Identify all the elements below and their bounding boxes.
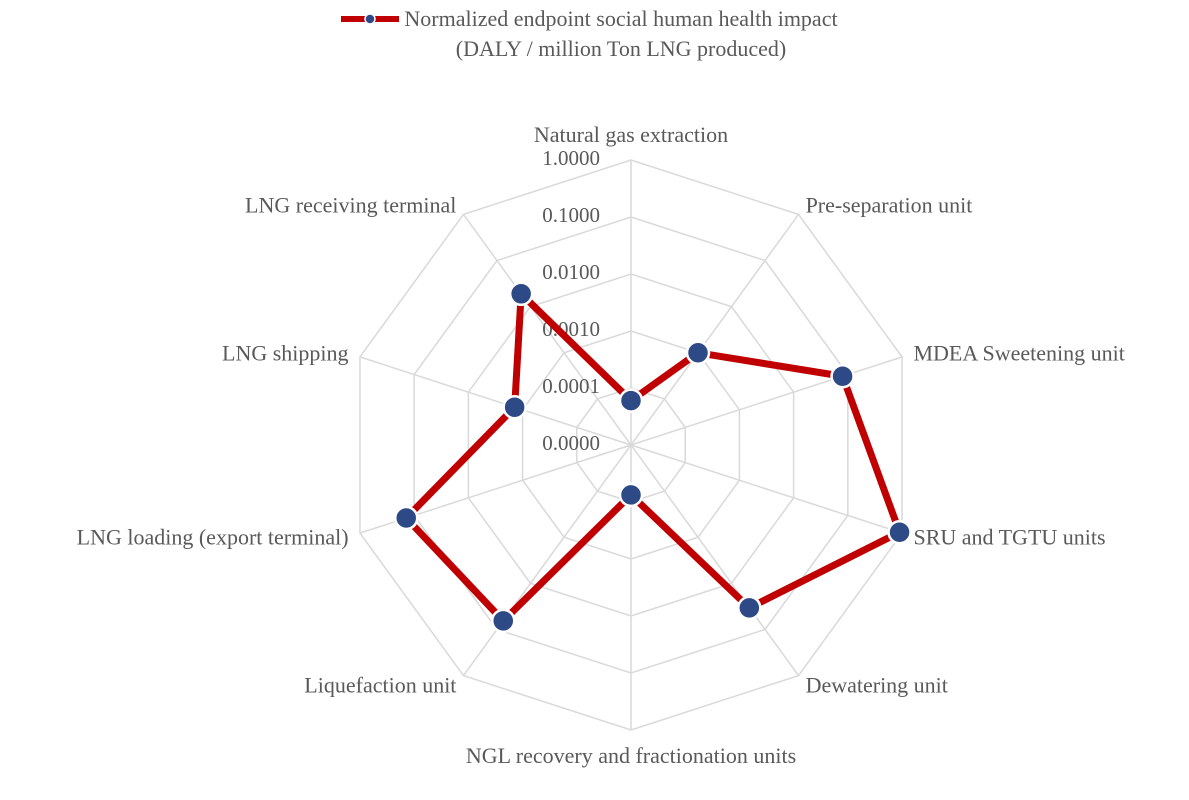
spoke [630, 444, 903, 534]
tick-label: 0.0001 [542, 374, 600, 398]
data-point [887, 520, 912, 545]
tick-label: 0.1000 [542, 203, 600, 227]
data-point [393, 505, 419, 531]
category-label: LNG receiving terminal [245, 192, 457, 218]
spoke [462, 213, 632, 446]
category-label: Dewatering unit [805, 672, 948, 698]
spoke [630, 444, 800, 677]
spoke [462, 444, 632, 677]
data-point [502, 394, 527, 420]
data-point [685, 340, 711, 366]
category-label: LNG shipping [222, 340, 349, 366]
category-label: Pre-separation unit [805, 192, 973, 218]
legend: Normalized endpoint social human health … [330, 4, 850, 64]
legend-swatch [341, 13, 399, 25]
data-point [618, 482, 644, 508]
spoke [630, 356, 903, 446]
data-point [618, 388, 644, 413]
data-point [491, 608, 516, 634]
category-label: Natural gas extraction [533, 122, 729, 147]
tick-label: 1.0000 [542, 146, 600, 170]
category-label: SRU and TGTU units [913, 524, 1106, 550]
category-label: MDEA Sweetening unit [913, 340, 1125, 366]
tick-label: 0.0000 [542, 431, 600, 455]
tick-label: 0.0100 [542, 260, 600, 284]
legend-marker [364, 13, 376, 25]
category-label: LNG loading (export terminal) [76, 524, 349, 550]
category-label: Liquefaction unit [304, 672, 457, 698]
spoke [359, 356, 632, 446]
data-point [737, 595, 762, 621]
legend-label: Normalized endpoint social human health … [404, 6, 838, 61]
category-label: NGL recovery and fractionation units [465, 743, 797, 768]
data-point [830, 364, 855, 389]
data-point [508, 281, 534, 307]
spoke [630, 213, 800, 446]
